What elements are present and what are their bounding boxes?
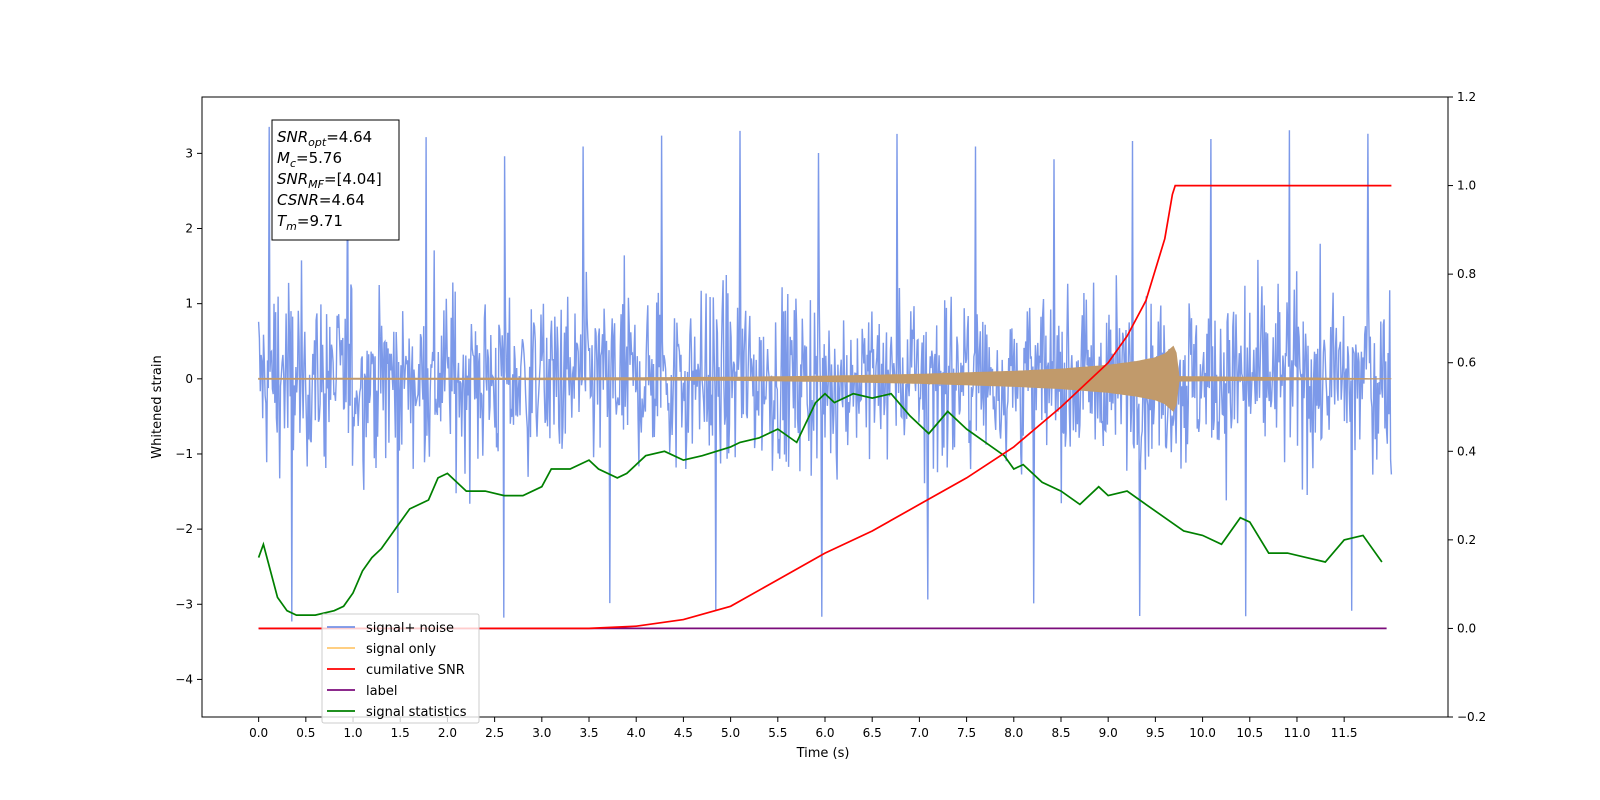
x-tick-label: 2.0 [438,726,457,740]
annotation-line: Tm=9.71 [277,212,343,233]
x-tick-label: 3.0 [532,726,551,740]
legend: signal+ noise signal only cumilative SNR la… [321,613,480,724]
y-axis-left: −4 −3 −2 −1 0 1 2 3 [175,146,202,686]
legend-label: signal+ noise [366,621,454,636]
legend-frame [321,613,480,724]
x-tick-label: 10.5 [1236,726,1263,740]
x-tick-label: 9.0 [1099,726,1118,740]
y2-tick-label: 0.2 [1457,533,1476,547]
annotation-line: SNRopt=4.64 [277,128,372,149]
series-cumulative-snr [258,184,1392,630]
x-tick-label: 1.5 [391,726,410,740]
x-tick-label: 4.5 [674,726,693,740]
y-axis-right: −0.2 0.0 0.2 0.4 0.6 0.8 1.0 1.2 [1448,90,1486,724]
series-signal-only [258,345,1392,412]
y-tick-label: 0 [185,372,193,386]
legend-label: signal only [366,642,436,657]
x-tick-label: 6.5 [863,726,882,740]
y-tick-label: −2 [175,522,193,536]
x-tick-label: 0.0 [249,726,268,740]
y-tick-label: −1 [175,447,193,461]
legend-label: cumilative SNR [366,663,465,678]
series-signal-noise [257,126,1393,622]
legend-label: signal statistics [366,705,467,720]
x-tick-label: 9.5 [1146,726,1165,740]
x-tick-label: 0.5 [296,726,315,740]
x-tick-label: 10.0 [1189,726,1216,740]
y2-tick-label: 0.0 [1457,621,1476,635]
x-tick-label: 8.5 [1051,726,1070,740]
y-tick-label: 1 [185,297,193,311]
annotation-line: Mc=5.76 [277,149,342,170]
x-tick-label: 6.0 [815,726,834,740]
x-axis-label: Time (s) [796,746,850,761]
x-tick-label: 1.0 [343,726,362,740]
y-axis-label: Whitened strain [150,355,165,458]
series-signal-statistics [257,392,1383,616]
x-tick-label: 5.5 [768,726,787,740]
legend-label: label [366,684,397,699]
y-tick-label: −4 [175,672,193,686]
y2-tick-label: 1.0 [1457,179,1476,193]
x-tick-label: 7.5 [957,726,976,740]
y2-tick-label: −0.2 [1457,710,1486,724]
x-tick-label: 11.0 [1284,726,1311,740]
x-tick-label: 8.0 [1004,726,1023,740]
annotation-line: CSNR=4.64 [277,191,365,209]
y2-tick-label: 0.4 [1457,444,1476,458]
annotation-line: SNRMF=[4.04] [277,170,382,191]
x-axis: 0.0 0.5 1.0 1.5 2.0 2.5 3.0 3.5 4.0 4.5 5.0 5.5 6.0 6… [249,717,1358,740]
annotation-frame [271,119,400,241]
x-tick-label: 5.0 [721,726,740,740]
x-tick-label: 11.5 [1331,726,1358,740]
y-tick-label: 3 [185,146,193,160]
series-layer [257,126,1393,630]
x-tick-label: 4.0 [627,726,646,740]
x-tick-label: 2.5 [485,726,504,740]
y-tick-label: 2 [185,222,193,236]
y2-tick-label: 1.2 [1457,90,1476,104]
y2-tick-label: 0.6 [1457,356,1476,370]
y2-tick-label: 0.8 [1457,267,1476,281]
y-tick-label: −3 [175,597,193,611]
x-tick-label: 7.0 [910,726,929,740]
x-tick-label: 3.5 [579,726,598,740]
